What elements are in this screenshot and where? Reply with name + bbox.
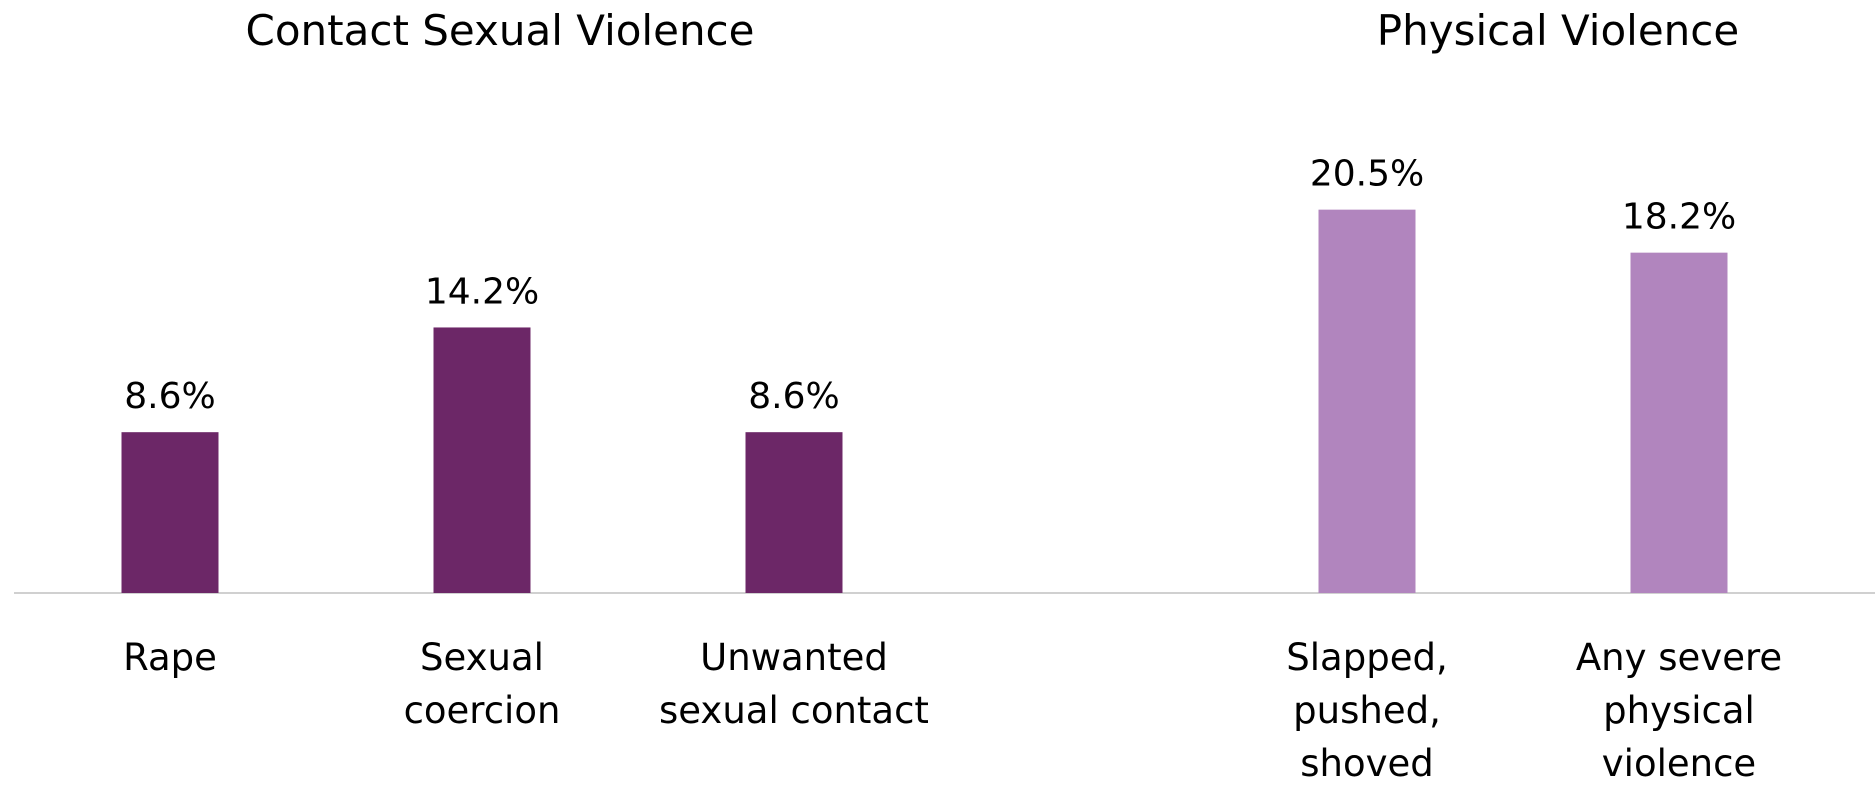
data-label-0-0: 8.6% [124,376,215,417]
category-label-0-2: Unwanted sexual contact [659,636,929,732]
category-label-0-1: Sexual coercion [404,636,561,732]
bar-1-1 [1631,253,1728,593]
bar-1-0 [1319,210,1416,593]
category-label-1-0: Slapped, pushed, shoved [1286,636,1447,785]
data-label-0-1: 14.2% [425,271,539,312]
bar-0-1 [434,327,531,593]
data-label-1-0: 20.5% [1310,154,1424,195]
category-label-1-1: Any severe physical violence [1576,636,1782,785]
bar-0-2 [746,432,843,593]
category-label-0-0: Rape [123,636,217,679]
data-label-1-1: 18.2% [1622,197,1736,238]
data-label-0-2: 8.6% [748,376,839,417]
bar-0-0 [122,432,219,593]
